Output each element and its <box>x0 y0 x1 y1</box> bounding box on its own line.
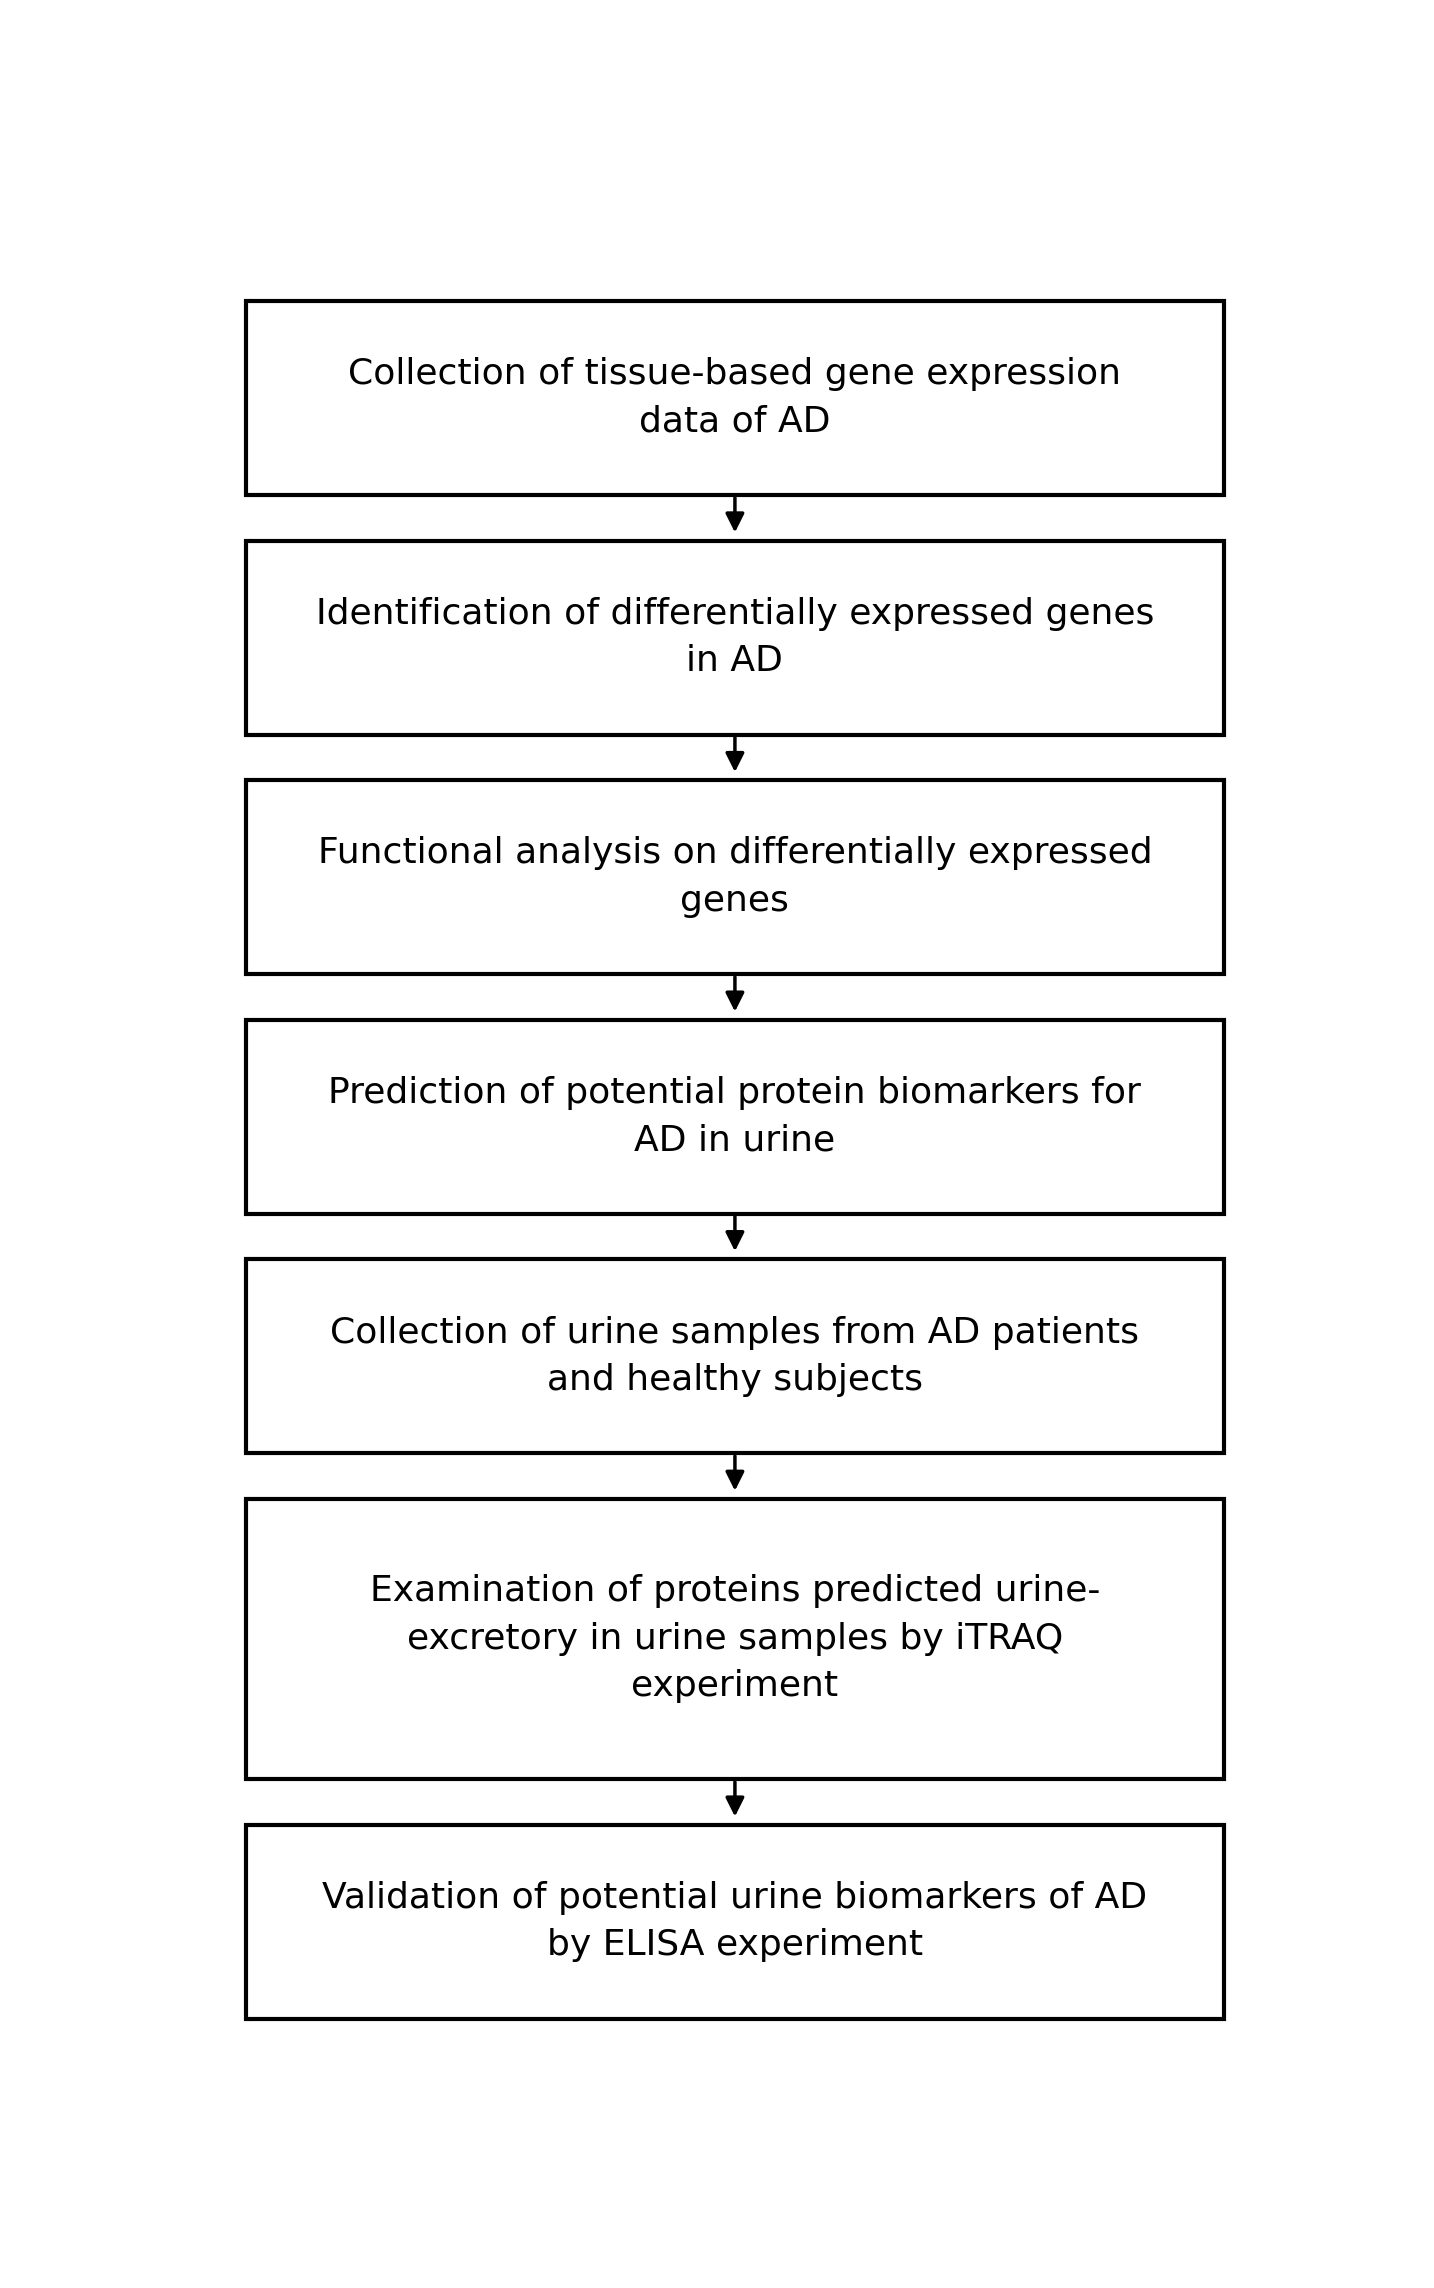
Bar <box>247 540 1225 734</box>
Bar <box>247 1020 1225 1213</box>
Bar <box>247 1824 1225 2018</box>
Text: Functional analysis on differentially expressed
genes: Functional analysis on differentially ex… <box>317 837 1153 917</box>
Bar <box>247 780 1225 975</box>
Bar <box>247 1499 1225 1780</box>
Bar <box>247 1258 1225 1453</box>
Text: Identification of differentially expressed genes
in AD: Identification of differentially express… <box>315 597 1154 677</box>
Text: Collection of urine samples from AD patients
and healthy subjects: Collection of urine samples from AD pati… <box>330 1316 1140 1398</box>
Text: Validation of potential urine biomarkers of AD
by ELISA experiment: Validation of potential urine biomarkers… <box>323 1881 1147 1963</box>
Text: Prediction of potential protein biomarkers for
AD in urine: Prediction of potential protein biomarke… <box>328 1075 1141 1158</box>
Bar <box>247 302 1225 494</box>
Text: Examination of proteins predicted urine-
excretory in urine samples by iTRAQ
exp: Examination of proteins predicted urine-… <box>370 1574 1100 1705</box>
Text: Collection of tissue-based gene expression
data of AD: Collection of tissue-based gene expressi… <box>348 357 1121 439</box>
